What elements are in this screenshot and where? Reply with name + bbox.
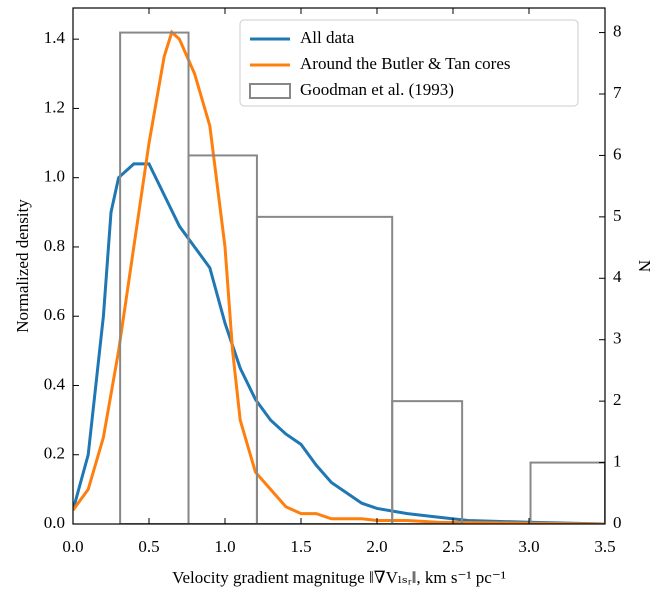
y2-tick-label: 0 (613, 513, 622, 532)
y2-tick-label: 4 (613, 267, 622, 286)
legend-label: Around the Butler & Tan cores (300, 54, 510, 73)
x-tick-label: 2.5 (442, 537, 463, 556)
x-tick-label: 3.5 (594, 537, 615, 556)
y2-tick-label: 1 (613, 451, 622, 470)
legend-label: All data (300, 28, 355, 47)
line (73, 162, 605, 524)
y-tick-label: 0.4 (44, 374, 66, 393)
y2-axis-label: N (635, 260, 652, 272)
legend-box (239, 19, 579, 107)
y2-tick-label: 3 (613, 329, 622, 348)
x-tick-label: 1.0 (214, 537, 235, 556)
legend-swatch (249, 83, 291, 99)
x-tick-label: 3.0 (518, 537, 539, 556)
x-tick-label: 0.5 (138, 537, 159, 556)
y2-tick-label: 6 (613, 144, 622, 163)
y-tick-label: 0.6 (44, 305, 65, 324)
y-tick-label: 1.2 (44, 97, 65, 116)
line (73, 29, 605, 524)
x-axis-label: Velocity gradient magnituge ‖∇Vₗₛᵣ‖, km … (172, 568, 506, 587)
histogram-bar (391, 400, 464, 524)
x-tick-label: 1.5 (290, 537, 311, 556)
y-tick-label: 1.4 (44, 28, 66, 47)
y2-tick-label: 8 (613, 21, 622, 40)
histogram-bar (187, 154, 258, 524)
legend-label: Goodman et al. (1993) (300, 80, 454, 99)
y-tick-label: 0.0 (44, 513, 65, 532)
y2-tick-label: 5 (613, 206, 622, 225)
histogram-bar (529, 461, 605, 524)
x-tick-label: 0.0 (62, 537, 83, 556)
x-tick-label: 2.0 (366, 537, 387, 556)
y2-tick-label: 2 (613, 390, 622, 409)
y-axis-label: Normalized density (13, 199, 32, 333)
y2-tick-label: 7 (613, 83, 622, 102)
axes-frame (72, 7, 606, 525)
y-tick-label: 0.8 (44, 236, 65, 255)
histogram-bar (255, 215, 394, 524)
y-tick-label: 1.0 (44, 167, 65, 186)
y-tick-label: 0.2 (44, 444, 65, 463)
